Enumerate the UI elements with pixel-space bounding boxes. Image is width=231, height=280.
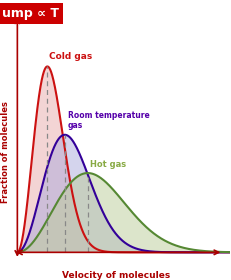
Text: Room temperature
gas: Room temperature gas <box>68 111 150 130</box>
Text: ump ∝ T: ump ∝ T <box>2 7 59 20</box>
Text: Hot gas: Hot gas <box>90 160 126 169</box>
Text: Fraction of molecules: Fraction of molecules <box>1 101 10 203</box>
Text: Cold gas: Cold gas <box>49 52 93 61</box>
Text: Velocity of molecules: Velocity of molecules <box>62 271 170 280</box>
